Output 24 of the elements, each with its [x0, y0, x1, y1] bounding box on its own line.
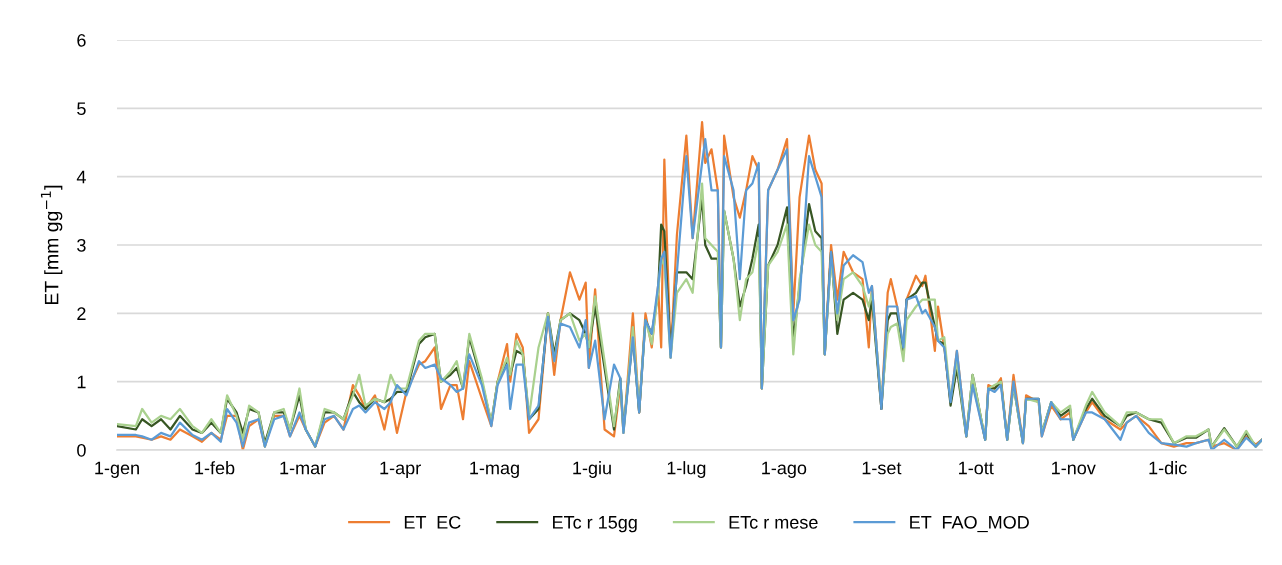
legend-label: ET EC — [404, 515, 461, 529]
x-tick-label: 1-mar — [280, 461, 326, 475]
x-tick-label: 1-giu — [573, 461, 611, 478]
x-tick-label: 1-dic — [1149, 461, 1187, 475]
y-tick-label: 4 — [76, 170, 86, 184]
y-tick-label: 5 — [77, 102, 86, 116]
x-tick-label: 1-mag — [470, 461, 519, 478]
legend-label: ETc r mese — [729, 516, 818, 529]
legend-label: ET FAO_MOD — [910, 515, 1029, 533]
y-tick-label: 0 — [77, 443, 86, 457]
x-tick-label: 1-gen — [95, 461, 139, 478]
x-tick-label: 1-nov — [1052, 461, 1096, 475]
y-tick-label: 3 — [77, 238, 86, 252]
x-tick-label: 1-set — [862, 461, 902, 475]
y-tick-label: 6 — [77, 33, 86, 47]
x-tick-label: 1-apr — [380, 461, 421, 478]
y-tick-label: 1 — [77, 375, 86, 389]
x-tick-label: 1-feb — [195, 461, 235, 475]
y-tick-label: 2 — [77, 307, 86, 320]
legend-label: ETc r 15gg — [553, 516, 637, 533]
x-tick-label: 1-ott — [959, 461, 994, 475]
x-tick-label: 1-ago — [762, 461, 807, 478]
y-axis-title: ET [mm gg$^{−1}$] — [40, 185, 63, 305]
x-tick-label: 1-lug — [667, 461, 706, 478]
